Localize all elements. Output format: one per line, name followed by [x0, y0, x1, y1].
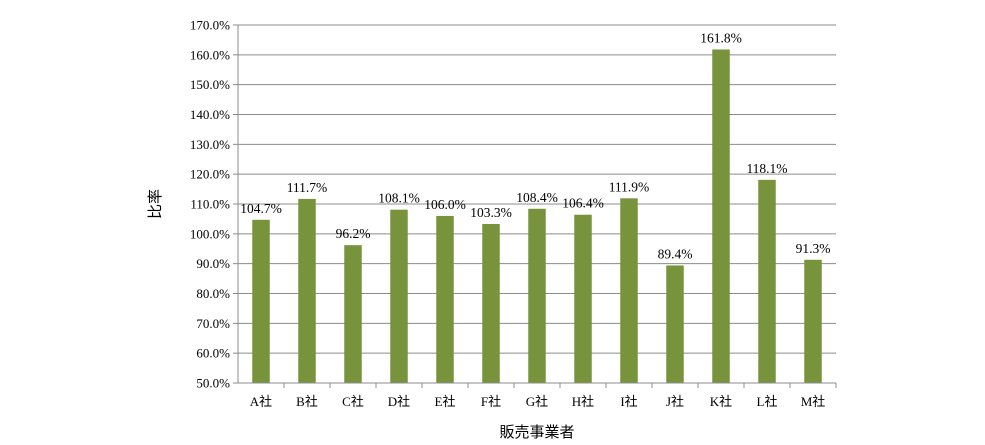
axes: [233, 24, 837, 388]
x-tick-labels: A社 B社 C社 D社 E社 F社 G社 H社 I社 J社 K社 L社 M社: [250, 394, 825, 409]
y-tick-label: 70.0%: [196, 316, 230, 331]
bar: [298, 198, 316, 383]
bar: [620, 198, 638, 383]
data-label: 103.3%: [470, 205, 512, 220]
y-axis-title: 比率: [146, 189, 164, 219]
bar: [436, 215, 454, 383]
x-axis-title: 販売事業者: [499, 423, 574, 441]
bar: [390, 209, 408, 383]
x-tick-label: K社: [710, 394, 732, 409]
x-tick-label: C社: [342, 394, 364, 409]
x-tick-label: I社: [620, 394, 637, 409]
x-tick-label: H社: [572, 394, 594, 409]
data-label: 108.4%: [516, 190, 558, 205]
data-label: 89.4%: [658, 246, 693, 261]
bar: [758, 179, 776, 383]
x-tick-label: J社: [666, 394, 684, 409]
data-label: 111.9%: [609, 179, 650, 194]
y-tick-label: 130.0%: [190, 137, 230, 152]
y-tick-label: 90.0%: [196, 256, 230, 271]
y-tick-label: 50.0%: [196, 376, 230, 391]
y-tick-label: 120.0%: [190, 167, 230, 182]
y-tick-label: 170.0%: [190, 18, 230, 33]
data-label: 161.8%: [700, 30, 742, 45]
bar: [666, 265, 684, 383]
y-tick-label: 160.0%: [190, 47, 230, 62]
y-tick-label: 80.0%: [196, 286, 230, 301]
y-tick-label: 140.0%: [190, 107, 230, 122]
x-tick-label: A社: [250, 394, 272, 409]
bar: [344, 245, 362, 383]
y-tick-label: 60.0%: [196, 346, 230, 361]
bar: [252, 219, 270, 383]
x-tick-label: E社: [435, 394, 456, 409]
y-tick-label: 150.0%: [190, 77, 230, 92]
x-tick-label: G社: [526, 394, 548, 409]
data-label: 91.3%: [796, 241, 831, 256]
data-label: 106.0%: [424, 197, 466, 212]
bar: [574, 214, 592, 383]
y-tick-label: 100.0%: [190, 226, 230, 241]
x-tick-label: D社: [388, 394, 410, 409]
bar: [712, 49, 730, 384]
x-tick-label: F社: [481, 394, 501, 409]
x-tick-label: M社: [801, 394, 826, 409]
data-label: 111.7%: [287, 180, 328, 195]
bars: [252, 49, 822, 384]
y-tick-labels: 50.0% 60.0% 70.0% 80.0% 90.0% 100.0% 110.0% 120…: [190, 18, 230, 391]
data-label: 106.4%: [562, 196, 604, 211]
data-labels: 104.7% 111.7% 96.2% 108.1% 106.0% 103.3% 108.4…: [240, 30, 830, 261]
bar: [528, 208, 546, 383]
data-label: 108.1%: [378, 191, 420, 206]
x-tick-label: B社: [296, 394, 318, 409]
data-label: 118.1%: [746, 161, 787, 176]
data-label: 104.7%: [240, 201, 282, 216]
data-label: 96.2%: [336, 226, 371, 241]
bar: [804, 259, 822, 383]
bar: [482, 223, 500, 383]
x-tick-label: L社: [757, 394, 778, 409]
y-tick-label: 110.0%: [190, 197, 230, 212]
